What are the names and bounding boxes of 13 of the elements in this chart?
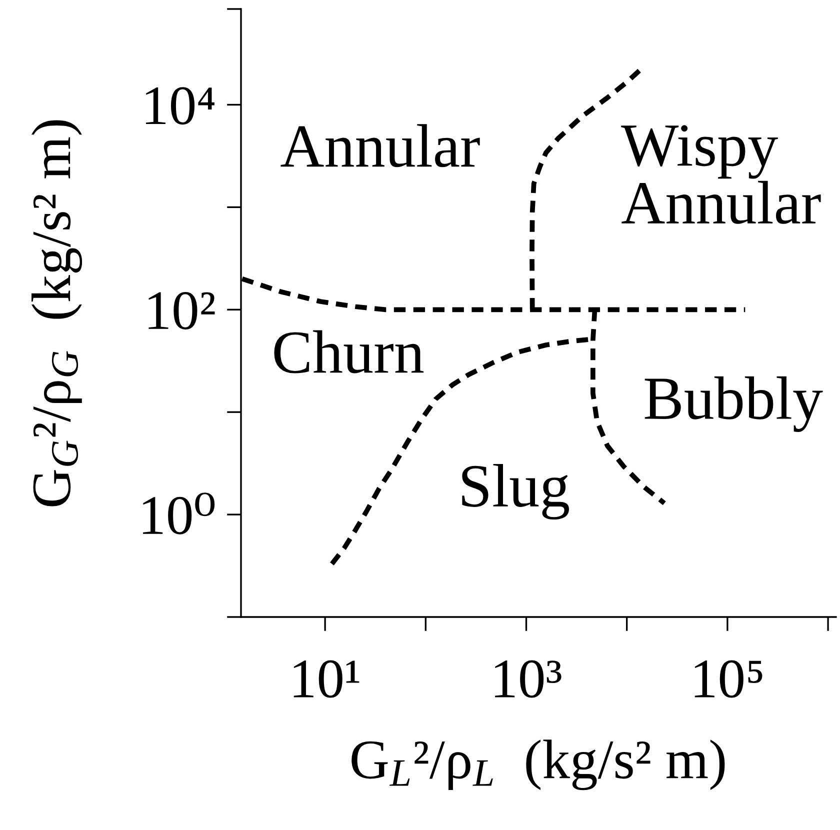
x-tick-label: 10³ [495,660,562,698]
y-tick-label: 10⁴ [146,87,214,125]
y-axis-title: G$_{G}$²/ρ$_{G}$ (kg/s² m) [32,120,82,506]
x-axis-title: G$_{L}$²/ρ$_{L}$ (kg/s² m) [352,740,725,790]
annotation: Annular [280,124,480,168]
annotation: Wispy Annular [621,125,821,224]
x-tick-label: 10¹ [294,660,360,698]
annotation: Bubbly [644,376,823,432]
y-tick-label: 10² [148,292,215,330]
x-tick-label: 10⁵ [694,660,762,698]
annotation: Churn [274,330,424,374]
annotation: Slug [462,464,569,520]
y-tick-label: 10⁰ [143,492,215,534]
